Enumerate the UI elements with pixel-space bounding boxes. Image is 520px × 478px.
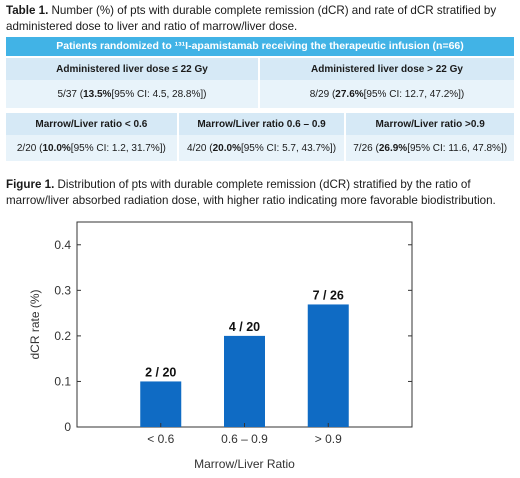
ratio-header-low: Marrow/Liver ratio < 0.6 xyxy=(6,113,179,135)
ratio-value-mid-count: 4/20 ( xyxy=(187,142,213,154)
ratio-value-high-ci: [95% CI: 11.6, 47.8%]) xyxy=(407,142,508,154)
y-tick-label: 0.1 xyxy=(54,374,71,388)
table-caption-label: Table 1. xyxy=(6,4,49,17)
plot-area: 0 0.1 0.2 0.3 0.4 2 / 20 < 0.6 4 / 20 0.6 – 0.9 7… xyxy=(28,221,413,471)
ratio-value-row: 2/20 (10.0% [95% CI: 1.2, 31.7%]) 4/20 (… xyxy=(6,135,514,161)
y-tick-label: 0.4 xyxy=(54,238,71,252)
ratio-value-mid-pct: 20.0% xyxy=(212,142,241,154)
bar-chart: 0 0.1 0.2 0.3 0.4 2 / 20 < 0.6 4 / 20 0.6 – 0.9 7… xyxy=(28,221,413,471)
x-tick-label: > 0.9 xyxy=(315,432,342,446)
dose-header-low: Administered liver dose ≤ 22 Gy xyxy=(6,58,260,80)
x-tick-label: 0.6 – 0.9 xyxy=(221,432,268,446)
bar-data-label: 7 / 26 xyxy=(313,288,344,302)
bar-data-label: 4 / 20 xyxy=(229,320,260,334)
figure-caption: Figure 1. Distribution of pts with durab… xyxy=(6,177,514,209)
dose-value-low-ci: [95% CI: 4.5, 28.8%]) xyxy=(111,88,207,100)
dose-value-low-count: 5/37 ( xyxy=(57,88,84,100)
y-axis-label: dCR rate (%) xyxy=(28,289,42,359)
ratio-value-high-pct: 26.9% xyxy=(378,142,408,154)
ratio-value-high-count: 7/26 ( xyxy=(353,142,379,154)
bar xyxy=(140,381,182,427)
x-axis-label: Marrow/Liver Ratio xyxy=(194,457,295,471)
bar xyxy=(224,335,265,427)
figure-caption-text: Distribution of pts with durable complet… xyxy=(6,178,496,207)
ratio-header-row: Marrow/Liver ratio < 0.6 Marrow/Liver ra… xyxy=(6,113,514,135)
dose-value-high-count: 8/29 ( xyxy=(309,88,336,100)
dose-value-row: 5/37 (13.5% [95% CI: 4.5, 28.8%]) 8/29 (… xyxy=(6,80,514,108)
dose-value-low-pct: 13.5% xyxy=(83,88,112,100)
ratio-value-mid: 4/20 (20.0% [95% CI: 5.7, 43.7%]) xyxy=(178,135,347,161)
dose-header-row: Administered liver dose ≤ 22 Gy Administ… xyxy=(6,58,514,80)
ratio-value-low-count: 2/20 ( xyxy=(16,142,43,154)
table-caption: Table 1. Number (%) of pts with durable … xyxy=(6,3,514,35)
dose-value-low: 5/37 (13.5% [95% CI: 4.5, 28.8%]) xyxy=(6,80,260,108)
bar-data-label: 2 / 20 xyxy=(145,365,176,379)
y-tick-label: 0.2 xyxy=(54,329,71,343)
dose-value-high-ci: [95% CI: 12.7, 47.2%]) xyxy=(363,88,465,100)
y-tick-label: 0 xyxy=(64,420,71,434)
ratio-value-low-ci: [95% CI: 1.2, 31.7%]) xyxy=(70,142,166,154)
bar xyxy=(307,304,349,427)
ratio-header-mid: Marrow/Liver ratio 0.6 – 0.9 xyxy=(178,113,347,135)
dose-value-high-pct: 27.6% xyxy=(335,88,364,100)
dose-value-high: 8/29 (27.6% [95% CI: 12.7, 47.2%]) xyxy=(260,80,514,108)
ratio-value-low: 2/20 (10.0% [95% CI: 1.2, 31.7%]) xyxy=(6,135,179,161)
y-tick-label: 0.3 xyxy=(54,283,71,297)
ratio-value-high: 7/26 (26.9% [95% CI: 11.6, 47.8%]) xyxy=(346,135,514,161)
ratio-value-low-pct: 10.0% xyxy=(42,142,71,154)
dose-header-high: Administered liver dose > 22 Gy xyxy=(260,58,514,80)
figure-caption-label: Figure 1. xyxy=(6,178,55,191)
ratio-value-mid-ci: [95% CI: 5.7, 43.7%]) xyxy=(240,142,337,154)
x-tick-label: < 0.6 xyxy=(147,432,174,446)
ratio-header-high: Marrow/Liver ratio >0.9 xyxy=(346,113,514,135)
table-banner: Patients randomized to ¹³¹I-apamistamab … xyxy=(6,37,514,56)
table-caption-text: Number (%) of pts with durable complete … xyxy=(6,4,497,33)
